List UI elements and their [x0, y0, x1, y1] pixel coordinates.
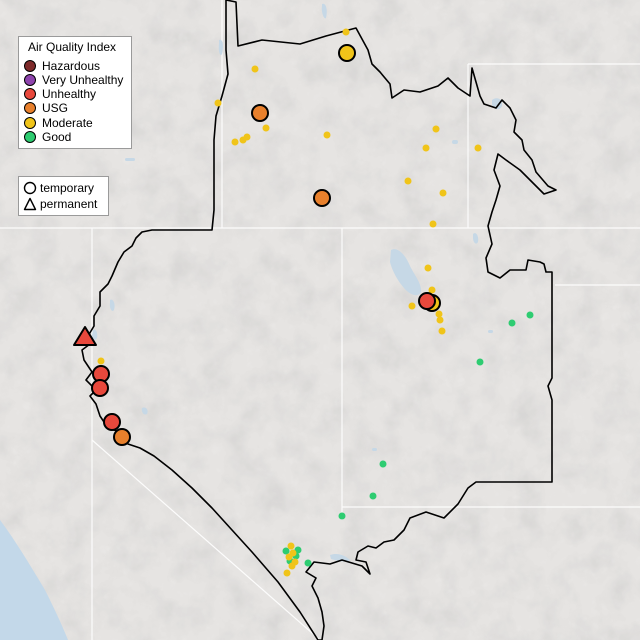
monitor-dot-good[interactable] — [282, 547, 290, 555]
monitor-dot-moderate[interactable] — [422, 144, 430, 152]
flathead-lake — [321, 3, 327, 19]
good-swatch — [24, 131, 36, 143]
legend-item-moderate: Moderate — [24, 116, 93, 130]
monitor-dot-moderate[interactable] — [239, 136, 247, 144]
legend-item-temporary: temporary — [23, 180, 94, 196]
legend-label-hazardous: Hazardous — [42, 59, 101, 73]
monitor-dot-moderate[interactable] — [436, 316, 444, 324]
pacific-ocean — [0, 520, 68, 640]
temporary-monitor-usg[interactable] — [251, 104, 269, 122]
legend-label-temporary: temporary — [40, 181, 95, 195]
monitor-dot-moderate[interactable] — [285, 553, 293, 561]
temporary-monitor-moderate[interactable] — [338, 44, 356, 62]
permanent-monitor-unhealthy[interactable] — [73, 326, 97, 346]
monitor-dot-moderate[interactable] — [429, 220, 437, 228]
monitor-dot-moderate[interactable] — [404, 177, 412, 185]
lake-pend-oreille — [218, 39, 223, 56]
monitor-dot-moderate[interactable] — [408, 302, 416, 310]
monitor-dot-good[interactable] — [476, 358, 484, 366]
reservoir-a — [125, 158, 135, 161]
legend-item-usg: USG — [24, 101, 68, 115]
monitor-dot-good[interactable] — [304, 559, 312, 567]
monitor-dot-moderate[interactable] — [214, 99, 222, 107]
monitor-dot-moderate[interactable] — [283, 569, 291, 577]
legend-label-moderate: Moderate — [42, 116, 93, 130]
legend-item-hazardous: Hazardous — [24, 59, 100, 73]
monitor-dot-moderate[interactable] — [474, 144, 482, 152]
hazardous-swatch — [24, 60, 36, 72]
monitor-dot-moderate[interactable] — [97, 357, 105, 365]
monitor-dot-moderate[interactable] — [251, 65, 259, 73]
bear-lake — [473, 233, 479, 244]
reservoir-b — [452, 140, 458, 144]
monitor-dot-moderate[interactable] — [342, 28, 350, 36]
great-salt-lake — [390, 249, 422, 296]
monitor-dot-moderate[interactable] — [428, 286, 436, 294]
monitor-dot-moderate[interactable] — [262, 124, 270, 132]
monitor-dot-moderate[interactable] — [435, 310, 443, 318]
reservoir-c — [488, 330, 493, 333]
monitor-dot-good[interactable] — [526, 311, 534, 319]
temporary-monitors — [91, 44, 441, 446]
open-triangle-icon — [23, 197, 37, 211]
pyramid-lake — [109, 299, 115, 311]
monitor-dot-good[interactable] — [508, 319, 516, 327]
legend-label-unhealthy: Unhealthy — [42, 87, 97, 101]
aqi-legend: Air Quality Index Hazardous Very Unhealt… — [18, 36, 132, 149]
temporary-monitor-unhealthy[interactable] — [103, 413, 121, 431]
legend-item-unhealthy: Unhealthy — [24, 87, 96, 101]
moderate-swatch — [24, 117, 36, 129]
lake-mead — [330, 553, 350, 562]
legend-item-permanent: permanent — [23, 196, 97, 212]
monitor-dot-moderate[interactable] — [287, 542, 295, 550]
monitor-dot-moderate[interactable] — [288, 562, 296, 570]
legend-label-very-unhealthy: Very Unhealthy — [42, 73, 124, 87]
reservoir-d — [372, 448, 377, 451]
monitor-dot-moderate[interactable] — [323, 131, 331, 139]
monitor-dot-good[interactable] — [338, 512, 346, 520]
monitor-dot-moderate[interactable] — [439, 189, 447, 197]
lake-tahoe — [92, 329, 98, 340]
legend-label-permanent: permanent — [40, 197, 98, 211]
open-circle-icon — [23, 181, 37, 195]
small-monitor-dots — [97, 28, 534, 577]
legend-item-good: Good — [24, 130, 71, 144]
monitor-dot-moderate[interactable] — [231, 138, 239, 146]
legend-label-good: Good — [42, 130, 72, 144]
legend-label-usg: USG — [42, 101, 69, 115]
mono-lake — [141, 407, 148, 415]
temporary-monitor-unhealthy[interactable] — [418, 292, 436, 310]
unhealthy-swatch — [24, 88, 36, 100]
very-unhealthy-swatch — [24, 74, 36, 86]
monitor-dot-moderate[interactable] — [432, 125, 440, 133]
monitor-dot-moderate[interactable] — [424, 264, 432, 272]
monitor-type-legend: temporary permanent — [18, 176, 109, 216]
monitor-dot-good[interactable] — [369, 492, 377, 500]
legend-item-very-unhealthy: Very Unhealthy — [24, 73, 123, 87]
yellowstone-lake — [492, 98, 503, 110]
temporary-monitor-usg[interactable] — [113, 428, 131, 446]
monitor-dot-moderate[interactable] — [438, 327, 446, 335]
aqi-legend-title: Air Quality Index — [28, 40, 117, 54]
temporary-monitor-unhealthy[interactable] — [91, 379, 109, 397]
monitor-dot-good[interactable] — [379, 460, 387, 468]
temporary-monitor-usg[interactable] — [313, 189, 331, 207]
usg-swatch — [24, 102, 36, 114]
